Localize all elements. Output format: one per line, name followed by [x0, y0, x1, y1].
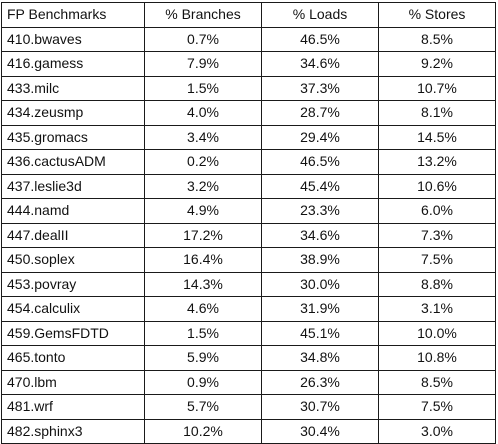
stores-cell: 8.8%: [378, 271, 496, 297]
column-header-benchmark: FP Benchmarks: [1, 2, 145, 28]
stores-cell: 10.7%: [378, 75, 496, 101]
table-row: 416.gamess 7.9% 34.6% 9.2%: [1, 51, 496, 77]
table-row: 454.calculix 4.6% 31.9% 3.1%: [1, 296, 496, 322]
stores-cell: 3.1%: [378, 296, 496, 322]
benchmark-name-cell: 481.wrf: [1, 394, 145, 420]
branches-cell: 4.0%: [144, 100, 262, 126]
loads-cell: 30.4%: [261, 418, 379, 444]
stores-cell: 10.0%: [378, 320, 496, 346]
stores-cell: 10.6%: [378, 173, 496, 199]
table-row: 410.bwaves 0.7% 46.5% 8.5%: [1, 26, 496, 52]
benchmark-name-cell: 459.GemsFDTD: [1, 320, 145, 346]
branches-cell: 16.4%: [144, 247, 262, 273]
branches-cell: 3.4%: [144, 124, 262, 150]
loads-cell: 28.7%: [261, 100, 379, 126]
table-row: 481.wrf 5.7% 30.7% 7.5%: [1, 394, 496, 420]
column-header-branches: % Branches: [144, 2, 262, 28]
loads-cell: 30.7%: [261, 394, 379, 420]
benchmark-name-cell: 453.povray: [1, 271, 145, 297]
table-row: 436.cactusADM 0.2% 46.5% 13.2%: [1, 149, 496, 175]
stores-cell: 8.1%: [378, 100, 496, 126]
loads-cell: 37.3%: [261, 75, 379, 101]
loads-cell: 23.3%: [261, 198, 379, 224]
loads-cell: 34.6%: [261, 51, 379, 77]
benchmark-name-cell: 482.sphinx3: [1, 418, 145, 444]
branches-cell: 3.2%: [144, 173, 262, 199]
benchmark-name-cell: 444.namd: [1, 198, 145, 224]
branches-cell: 0.9%: [144, 369, 262, 395]
loads-cell: 45.1%: [261, 320, 379, 346]
loads-cell: 34.6%: [261, 222, 379, 248]
stores-cell: 8.5%: [378, 26, 496, 52]
branches-cell: 17.2%: [144, 222, 262, 248]
stores-cell: 7.3%: [378, 222, 496, 248]
benchmark-name-cell: 450.soplex: [1, 247, 145, 273]
table-row: 434.zeusmp 4.0% 28.7% 8.1%: [1, 100, 496, 126]
table-row: 447.dealII 17.2% 34.6% 7.3%: [1, 222, 496, 248]
stores-cell: 7.5%: [378, 394, 496, 420]
table-row: 437.leslie3d 3.2% 45.4% 10.6%: [1, 173, 496, 199]
loads-cell: 30.0%: [261, 271, 379, 297]
benchmark-name-cell: 435.gromacs: [1, 124, 145, 150]
table-body: 410.bwaves 0.7% 46.5% 8.5% 416.gamess 7.9% 34.…: [1, 26, 496, 444]
benchmark-name-cell: 447.dealII: [1, 222, 145, 248]
branches-cell: 5.9%: [144, 345, 262, 371]
loads-cell: 46.5%: [261, 149, 379, 175]
branches-cell: 4.9%: [144, 198, 262, 224]
loads-cell: 38.9%: [261, 247, 379, 273]
branches-cell: 0.2%: [144, 149, 262, 175]
column-header-loads: % Loads: [261, 2, 379, 28]
loads-cell: 31.9%: [261, 296, 379, 322]
table-row: 465.tonto 5.9% 34.8% 10.8%: [1, 345, 496, 371]
branches-cell: 7.9%: [144, 51, 262, 77]
table-row: 453.povray 14.3% 30.0% 8.8%: [1, 271, 496, 297]
benchmark-name-cell: 416.gamess: [1, 51, 145, 77]
branches-cell: 1.5%: [144, 75, 262, 101]
branches-cell: 4.6%: [144, 296, 262, 322]
table-row: 444.namd 4.9% 23.3% 6.0%: [1, 198, 496, 224]
benchmark-name-cell: 454.calculix: [1, 296, 145, 322]
branches-cell: 1.5%: [144, 320, 262, 346]
table-row: 470.lbm 0.9% 26.3% 8.5%: [1, 369, 496, 395]
stores-cell: 6.0%: [378, 198, 496, 224]
table-row: 482.sphinx3 10.2% 30.4% 3.0%: [1, 418, 496, 444]
branches-cell: 5.7%: [144, 394, 262, 420]
stores-cell: 3.0%: [378, 418, 496, 444]
table-row: 459.GemsFDTD 1.5% 45.1% 10.0%: [1, 320, 496, 346]
loads-cell: 45.4%: [261, 173, 379, 199]
stores-cell: 9.2%: [378, 51, 496, 77]
loads-cell: 46.5%: [261, 26, 379, 52]
branches-cell: 10.2%: [144, 418, 262, 444]
stores-cell: 10.8%: [378, 345, 496, 371]
stores-cell: 13.2%: [378, 149, 496, 175]
table-row: 450.soplex 16.4% 38.9% 7.5%: [1, 247, 496, 273]
loads-cell: 26.3%: [261, 369, 379, 395]
stores-cell: 14.5%: [378, 124, 496, 150]
column-header-stores: % Stores: [378, 2, 496, 28]
loads-cell: 29.4%: [261, 124, 379, 150]
benchmark-name-cell: 436.cactusADM: [1, 149, 145, 175]
benchmark-name-cell: 434.zeusmp: [1, 100, 145, 126]
table-row: 435.gromacs 3.4% 29.4% 14.5%: [1, 124, 496, 150]
benchmark-name-cell: 437.leslie3d: [1, 173, 145, 199]
table-row: 433.milc 1.5% 37.3% 10.7%: [1, 75, 496, 101]
loads-cell: 34.8%: [261, 345, 379, 371]
benchmark-name-cell: 470.lbm: [1, 369, 145, 395]
stores-cell: 7.5%: [378, 247, 496, 273]
benchmark-name-cell: 433.milc: [1, 75, 145, 101]
stores-cell: 8.5%: [378, 369, 496, 395]
branches-cell: 0.7%: [144, 26, 262, 52]
branches-cell: 14.3%: [144, 271, 262, 297]
header-row: FP Benchmarks % Branches % Loads % Store…: [1, 2, 496, 28]
benchmark-name-cell: 465.tonto: [1, 345, 145, 371]
benchmark-name-cell: 410.bwaves: [1, 26, 145, 52]
